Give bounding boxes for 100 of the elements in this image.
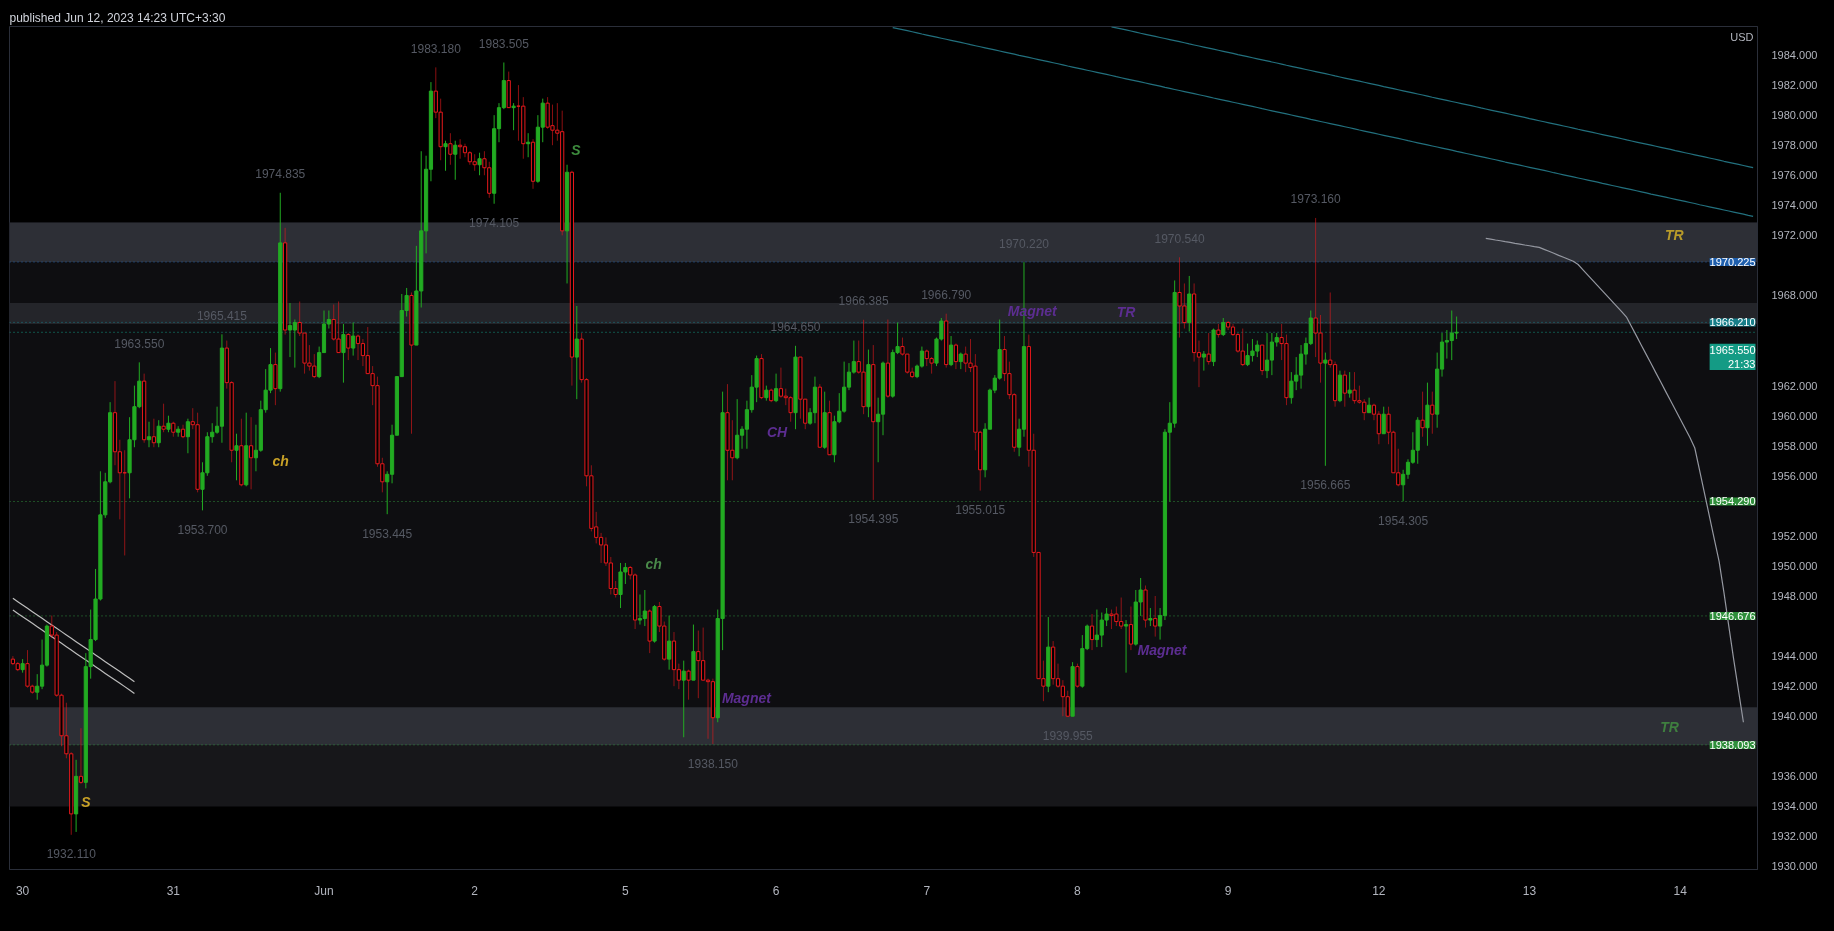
ref-line-label: 1954.290 xyxy=(1709,495,1756,508)
y-tick-label: 1972.000 xyxy=(1771,229,1818,242)
x-tick-label: 12 xyxy=(1372,883,1386,898)
annotation: 1954.305 xyxy=(1378,513,1429,528)
y-tick-label: 1934.000 xyxy=(1771,800,1818,813)
candlestick xyxy=(1347,371,1352,399)
line-series xyxy=(892,26,1754,218)
y-tick-label: 1958.000 xyxy=(1771,439,1818,452)
candlestick xyxy=(667,615,672,671)
annotation: S xyxy=(81,793,92,810)
line-series xyxy=(12,609,136,694)
candlestick xyxy=(642,589,647,627)
y-tick-label: 1952.000 xyxy=(1771,529,1818,542)
annotation: 1955.015 xyxy=(955,503,1006,518)
chart-title: published Jun 12, 2023 14:23 UTC+3:30 xyxy=(9,10,226,25)
ref-line-label: 1946.676 xyxy=(1709,609,1756,622)
annotation: 1963.550 xyxy=(114,336,165,351)
x-tick-label: 2 xyxy=(471,883,479,898)
candlestick xyxy=(773,373,779,403)
candlestick xyxy=(292,319,297,369)
annotation: S xyxy=(571,141,582,158)
candlestick xyxy=(511,102,516,131)
annotation: 1965.415 xyxy=(196,308,248,323)
y-tick-label: 1980.000 xyxy=(1771,109,1818,122)
annotation: 1966.385 xyxy=(838,294,889,309)
y-tick-label: 1950.000 xyxy=(1771,559,1818,572)
y-tick-label: 1978.000 xyxy=(1771,139,1818,152)
x-tick-label: 5 xyxy=(622,883,630,898)
x-tick-label: 13 xyxy=(1522,883,1537,898)
x-tick-label: 6 xyxy=(772,883,780,898)
y-tick-label: 1960.000 xyxy=(1771,409,1818,422)
ref-line-label: 1965.550 21:33 xyxy=(1709,343,1756,371)
y-tick-label: 1968.000 xyxy=(1771,289,1818,302)
y-tick-label: 1956.000 xyxy=(1771,469,1818,482)
candlestick xyxy=(1201,350,1206,372)
annotation: 1983.180 xyxy=(410,41,462,56)
candlestick xyxy=(1264,332,1270,379)
y-tick-label: 1932.000 xyxy=(1771,830,1818,843)
annotation: 1966.790 xyxy=(921,288,972,303)
annotation: 1938.150 xyxy=(687,756,739,771)
y-tick-label: 1940.000 xyxy=(1771,710,1818,723)
annotation: Magnet xyxy=(721,690,773,707)
y-tick-label: 1982.000 xyxy=(1771,79,1818,92)
candlestick xyxy=(146,421,152,448)
candlestick xyxy=(637,594,643,626)
y-tick-label: 1974.000 xyxy=(1771,199,1818,212)
y-tick-label: 1962.000 xyxy=(1771,379,1818,392)
candlestick xyxy=(287,302,293,358)
candlestick xyxy=(1381,406,1386,435)
line-series xyxy=(12,597,136,683)
candlestick xyxy=(1367,397,1372,414)
ref-line-label: 1966.210 xyxy=(1709,316,1756,329)
y-tick-label: 1936.000 xyxy=(1771,770,1818,783)
candlestick xyxy=(1123,619,1129,674)
annotation: 1974.835 xyxy=(255,167,306,182)
annotation: 1964.650 xyxy=(770,320,821,335)
candlestick xyxy=(1221,317,1226,337)
candlestick xyxy=(948,335,954,367)
annotation: ch xyxy=(272,452,289,469)
x-tick-label: 8 xyxy=(1074,883,1082,898)
annotation: Magnet xyxy=(1137,642,1188,659)
annotation: 1953.700 xyxy=(177,522,228,537)
annotation: 1953.445 xyxy=(362,526,413,541)
y-tick-label: 1942.000 xyxy=(1771,680,1818,693)
annotation: ch xyxy=(645,556,662,573)
annotation: 1954.395 xyxy=(848,512,899,527)
ref-line-label: 1938.093 xyxy=(1709,738,1756,751)
y-axis-title: USD xyxy=(1730,30,1754,43)
annotation: CH xyxy=(766,424,789,441)
candlestick xyxy=(1425,382,1430,447)
annotation: 1973.160 xyxy=(1290,192,1341,207)
candlestick xyxy=(443,140,448,172)
y-tick-label: 1976.000 xyxy=(1771,169,1818,182)
candlestick xyxy=(1298,344,1304,390)
candlestick xyxy=(1148,607,1153,627)
y-tick-label: 1930.000 xyxy=(1771,860,1818,873)
candlestick xyxy=(1289,371,1294,405)
x-tick-label: 14 xyxy=(1673,883,1688,898)
candlestick xyxy=(185,418,190,454)
line-series xyxy=(1110,26,1754,169)
y-tick-label: 1948.000 xyxy=(1771,590,1818,603)
candlestick xyxy=(681,660,686,738)
annotation: TR xyxy=(1116,304,1137,321)
x-tick-label: 30 xyxy=(15,883,30,898)
annotation: TR xyxy=(1665,226,1685,243)
candlestick xyxy=(234,433,239,481)
annotation: TR xyxy=(1660,718,1680,735)
y-tick-label: 1944.000 xyxy=(1771,650,1818,663)
ref-line-label: 1970.225 xyxy=(1709,256,1756,269)
annotation: 1956.665 xyxy=(1300,478,1351,493)
candlestick xyxy=(735,398,740,460)
candlestick xyxy=(574,305,579,400)
candlestick xyxy=(156,419,161,448)
candlestick xyxy=(351,322,356,357)
annotation: 1932.110 xyxy=(46,847,97,862)
x-tick-label: Jun xyxy=(314,883,334,898)
candlestick xyxy=(1323,352,1328,467)
x-tick-label: 9 xyxy=(1224,883,1232,898)
x-tick-label: 31 xyxy=(166,883,181,898)
candlestick xyxy=(453,140,458,181)
